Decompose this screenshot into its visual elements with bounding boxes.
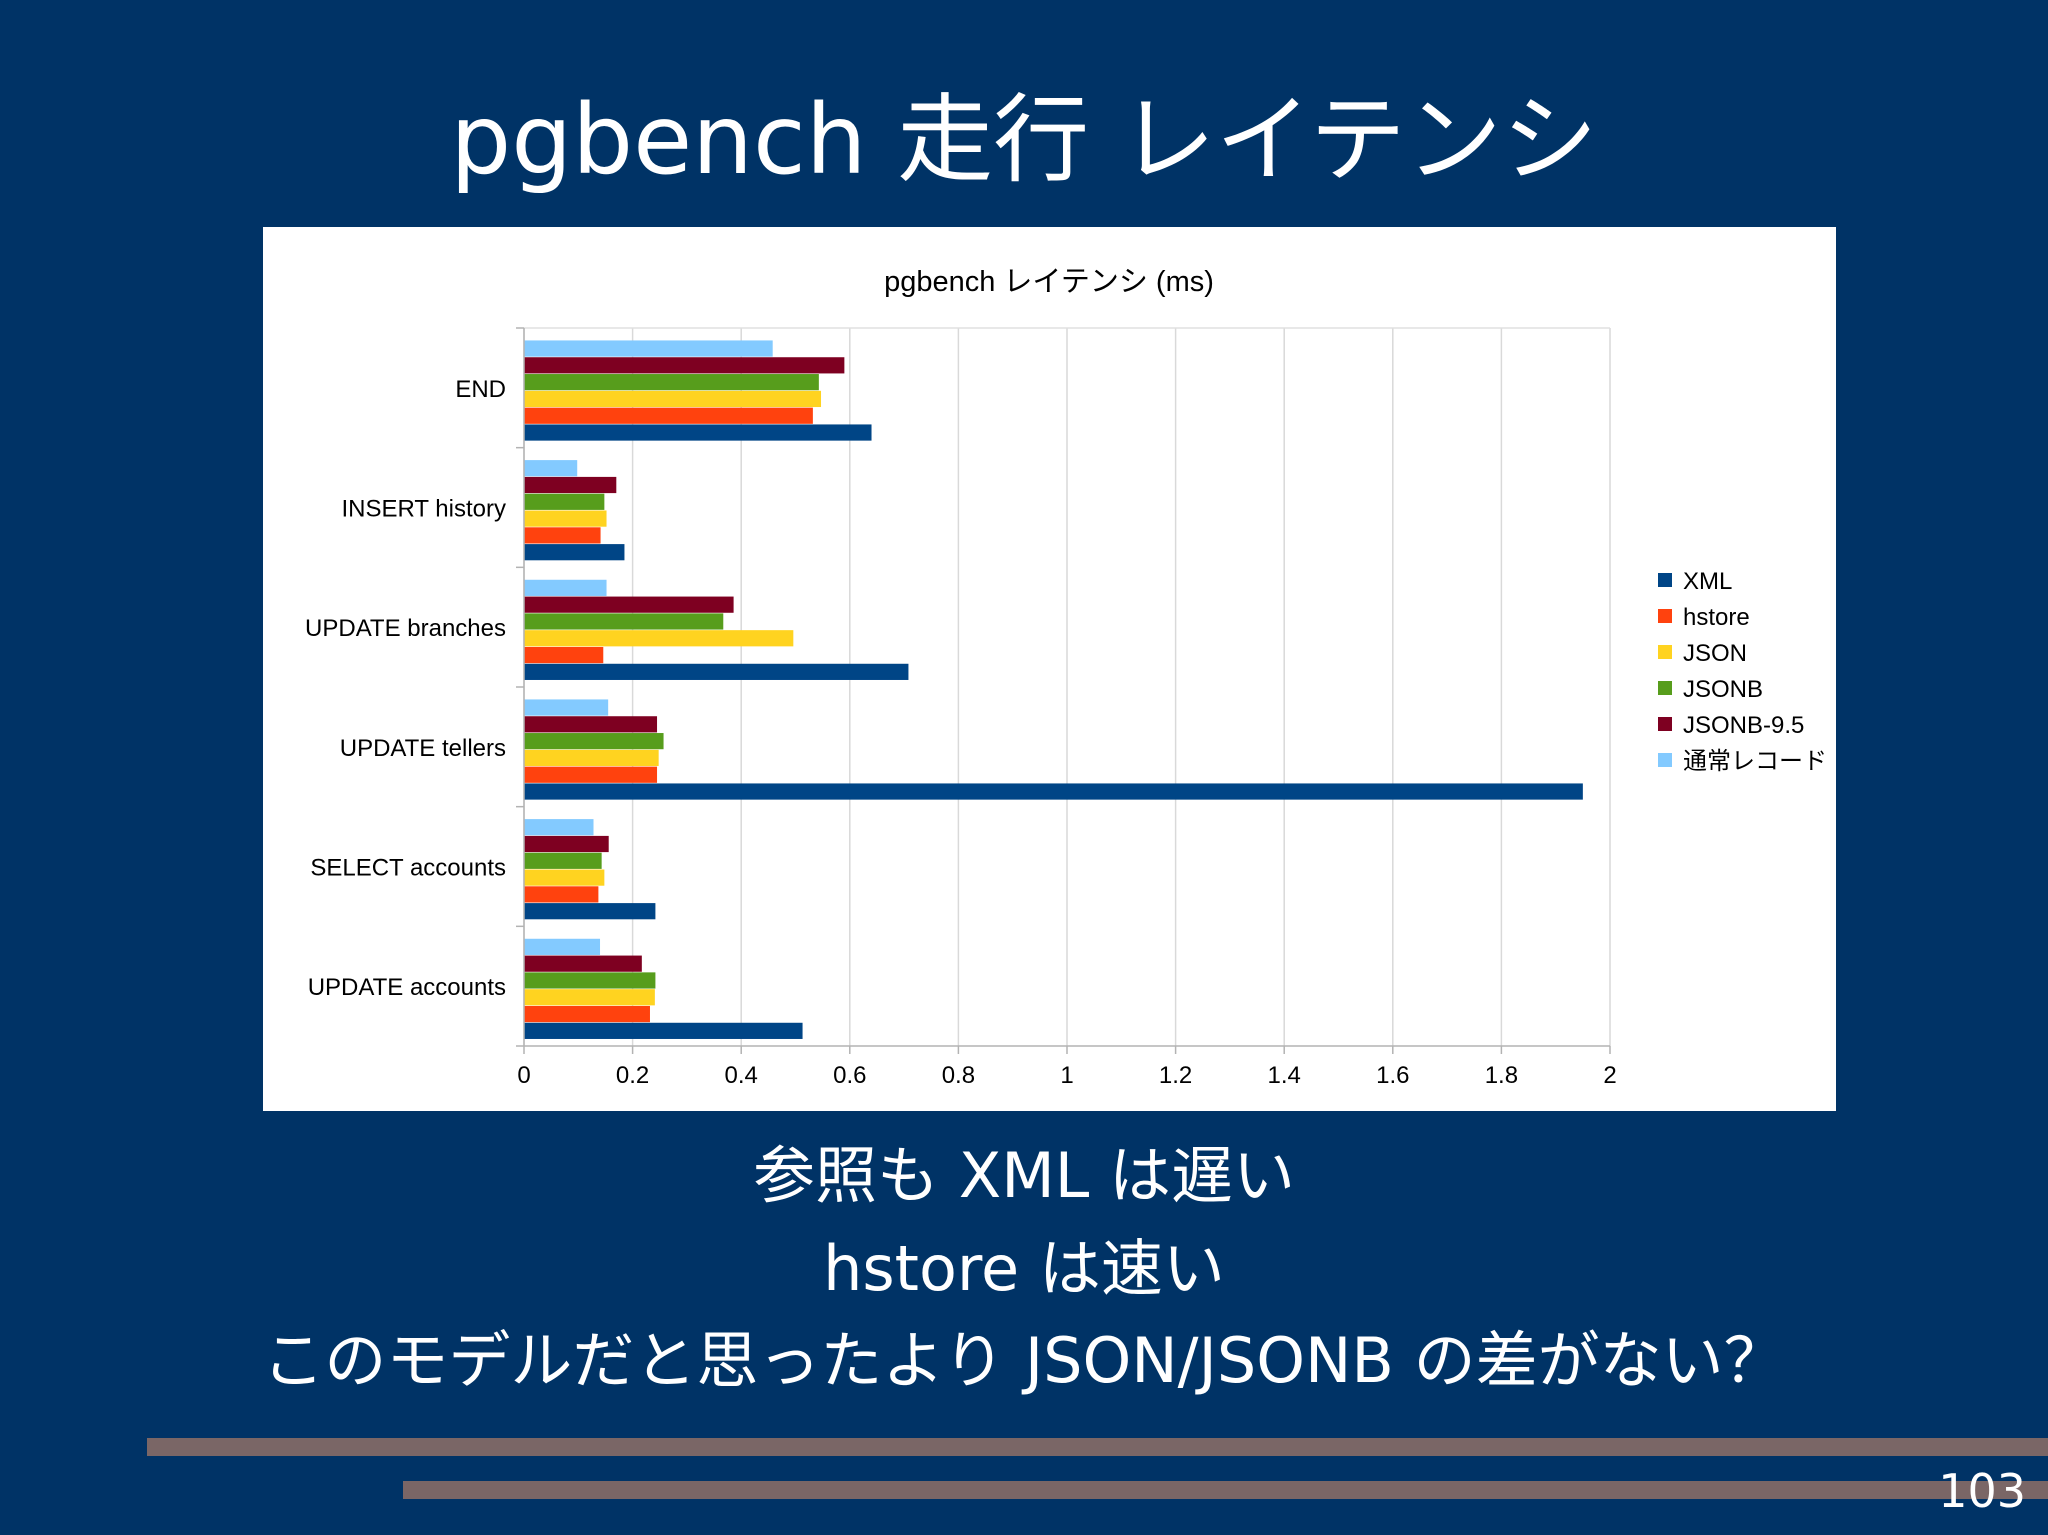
x-tick-label: 2 — [1603, 1062, 1616, 1089]
x-tick-label: 0.8 — [942, 1062, 975, 1089]
bar-JSON — [524, 390, 822, 408]
bar-hstore — [524, 527, 601, 544]
bar-JSON — [524, 630, 794, 647]
bar-XML — [524, 783, 1583, 800]
bar-通常レコード — [524, 938, 601, 955]
bar-hstore — [524, 407, 813, 424]
x-tick-label: 1.4 — [1268, 1062, 1301, 1089]
x-tick-label: 1.8 — [1485, 1062, 1518, 1089]
x-tick-label: 1.6 — [1376, 1062, 1409, 1089]
x-tick-label: 0.6 — [833, 1062, 866, 1089]
y-category-label: SELECT accounts — [310, 855, 506, 882]
bar-XML — [524, 903, 656, 920]
y-category-label: UPDATE accounts — [308, 974, 506, 1001]
bar-JSON — [524, 869, 605, 886]
decorative-bar-lower — [403, 1481, 2048, 1499]
gridlines — [523, 327, 1611, 1046]
legend-swatch — [1658, 681, 1672, 695]
bar-JSONB-9.5 — [524, 835, 609, 853]
legend: XML hstore JSON JSONB JSONB-9.5 通常レコード — [1658, 568, 1827, 775]
bar-hstore — [524, 766, 658, 783]
x-tick-label: 0 — [517, 1062, 530, 1089]
bar-JSONB-9.5 — [524, 357, 845, 374]
legend-label: JSONB — [1683, 676, 1763, 703]
y-category-label: UPDATE tellers — [340, 735, 506, 762]
legend-label: JSONB-9.5 — [1683, 712, 1804, 739]
bar-JSON — [524, 989, 655, 1006]
bar-通常レコード — [524, 340, 773, 357]
bar-JSON — [524, 749, 659, 767]
bar-JSONB-9.5 — [524, 596, 734, 613]
bar-hstore — [524, 646, 604, 664]
bar-通常レコード — [524, 819, 594, 836]
caption-line-2: hstore は速い — [823, 1232, 1225, 1305]
bar-JSONB — [524, 733, 664, 750]
legend-swatch — [1658, 573, 1672, 587]
axes: 0 0.2 0.4 0.6 0.8 1 1.2 1.4 1.6 1.8 2 END INSERT his… — [305, 327, 1617, 1089]
bar-JSONB-9.5 — [524, 476, 617, 494]
bar-通常レコード — [524, 579, 607, 596]
bar-JSON — [524, 510, 607, 527]
chart-panel: pgbench レイテンシ (ms) 0 0.2 0.4 0.6 0.8 1 1.2 1.4 1… — [263, 227, 1836, 1111]
chart-title: pgbench レイテンシ (ms) — [884, 266, 1214, 298]
bar-XML — [524, 663, 909, 680]
x-tick-label: 1.2 — [1159, 1062, 1192, 1089]
y-category-label: END — [455, 376, 506, 403]
bar-XML — [524, 544, 625, 561]
bar-XML — [524, 424, 872, 441]
bar-JSONB — [524, 852, 602, 869]
legend-swatch — [1658, 645, 1672, 659]
y-category-label: UPDATE branches — [305, 615, 506, 642]
bar-hstore — [524, 886, 599, 903]
bar-JSONB-9.5 — [524, 955, 642, 972]
legend-swatch — [1658, 753, 1672, 767]
legend-label: hstore — [1683, 604, 1750, 631]
bar-JSONB — [524, 972, 656, 989]
slide-title: pgbench 走行 レイテンシ — [450, 84, 1598, 196]
x-tick-label: 0.4 — [725, 1062, 758, 1089]
bar-JSONB — [524, 493, 605, 510]
bar-JSONB-9.5 — [524, 716, 658, 733]
decorative-bar-upper — [147, 1438, 2048, 1456]
page-number: 103 — [1938, 1464, 2026, 1518]
bar-chart: pgbench レイテンシ (ms) 0 0.2 0.4 0.6 0.8 1 1.2 1.4 1… — [305, 266, 1827, 1089]
bar-通常レコード — [524, 460, 578, 477]
bar-XML — [524, 1022, 803, 1039]
caption-line-1: 参照も XML は遅い — [753, 1139, 1295, 1212]
bar-通常レコード — [524, 699, 609, 716]
legend-label: JSON — [1683, 640, 1747, 667]
x-tick-label: 1 — [1060, 1062, 1073, 1089]
legend-swatch — [1658, 609, 1672, 623]
legend-label: 通常レコード — [1683, 748, 1827, 775]
y-category-label: INSERT history — [342, 496, 507, 523]
bar-JSONB — [524, 613, 724, 630]
legend-swatch — [1658, 717, 1672, 731]
x-tick-label: 0.2 — [616, 1062, 649, 1089]
bar-hstore — [524, 1005, 650, 1023]
legend-label: XML — [1683, 568, 1732, 595]
bar-JSONB — [524, 374, 819, 391]
bars — [524, 340, 1583, 1039]
caption-line-3: このモデルだと思ったより JSON/JSONB の差がない？ — [262, 1324, 1786, 1397]
